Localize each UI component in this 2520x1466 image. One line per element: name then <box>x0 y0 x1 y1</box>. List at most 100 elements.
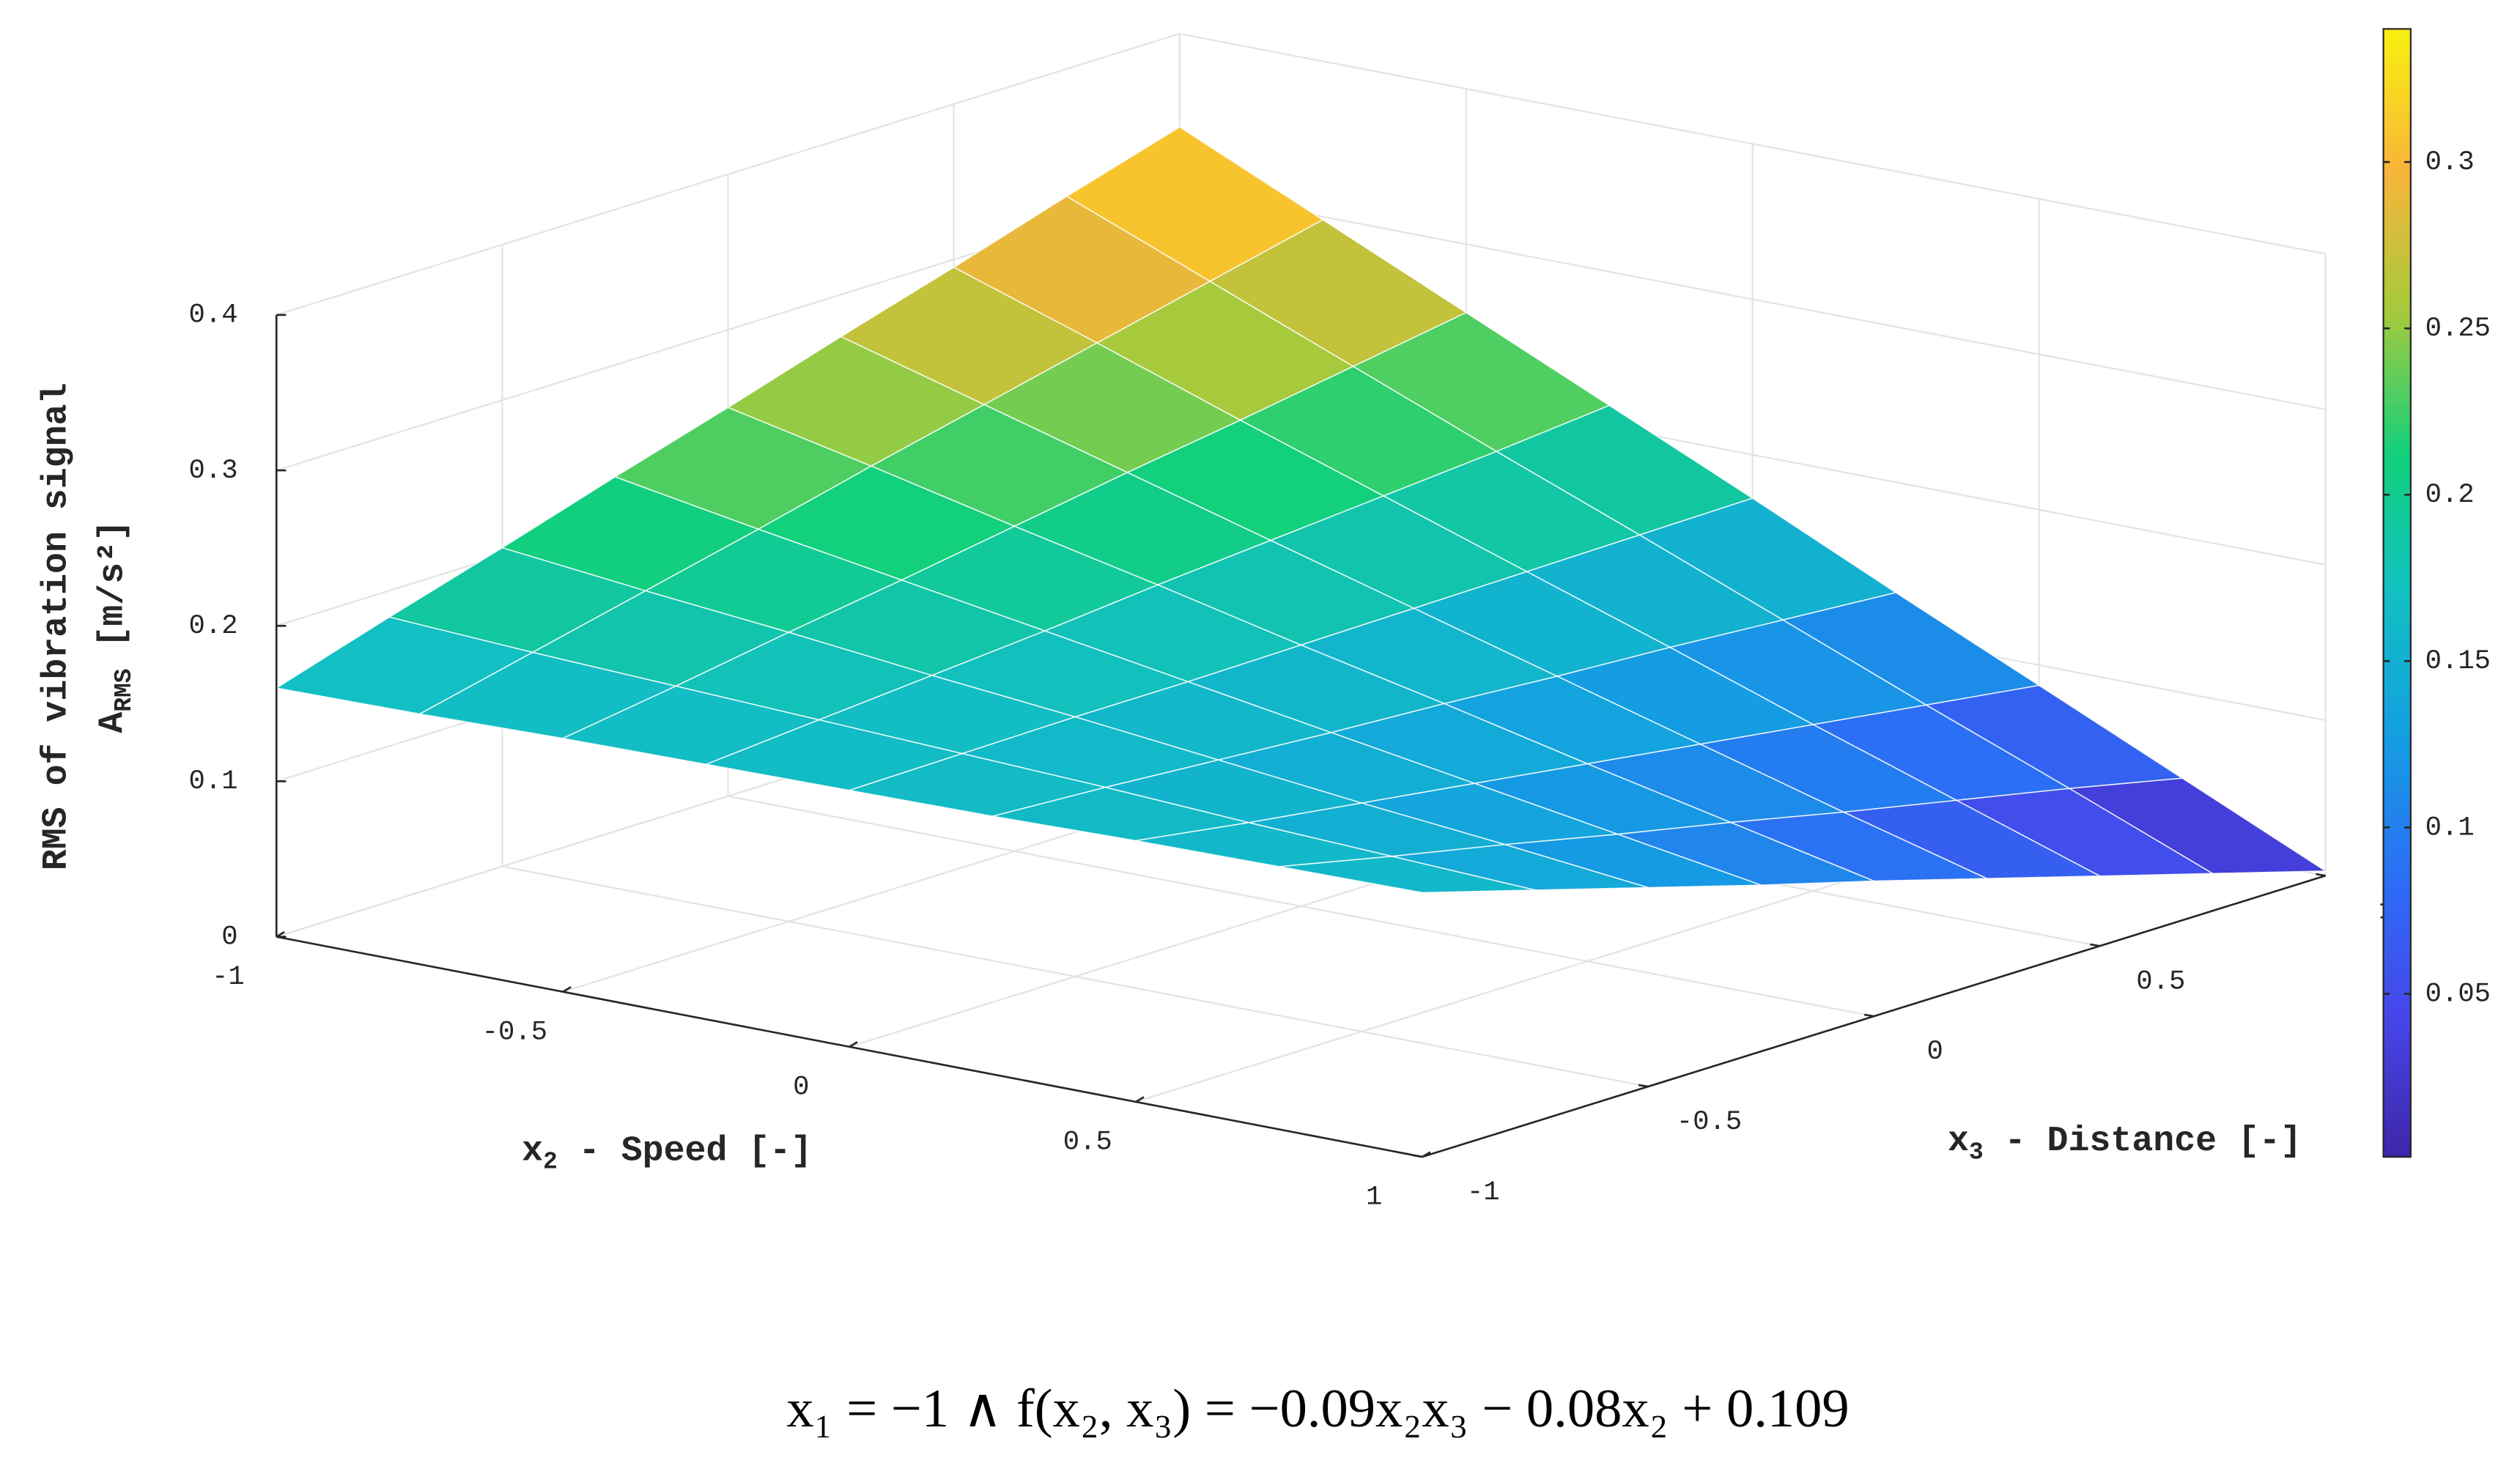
y-tick-label: 0 <box>1926 1037 1943 1067</box>
axes: 00.10.20.30.4-1-0.500.51-1-0.500.51 <box>189 300 2395 1213</box>
colorbar-band <box>2383 235 2411 246</box>
colorbar-band <box>2383 1128 2411 1139</box>
colorbar-band <box>2383 602 2411 613</box>
colorbar-band <box>2383 226 2411 237</box>
colorbar-tick-label: 0.05 <box>2425 979 2491 1010</box>
colorbar-band <box>2383 75 2411 86</box>
colorbar-band <box>2383 498 2411 509</box>
y-tick <box>1863 1013 1874 1018</box>
z-axis-label-line1: RMS of vibration signal <box>37 382 77 870</box>
colorbar-band <box>2383 188 2411 199</box>
colorbar-band <box>2383 649 2411 660</box>
colorbar-band <box>2383 301 2411 312</box>
colorbar-band <box>2383 846 2411 857</box>
colorbar-band <box>2383 489 2411 500</box>
z-tick-label: 0.3 <box>189 456 238 486</box>
colorbar-band <box>2383 903 2411 914</box>
colorbar-band <box>2383 574 2411 585</box>
colorbar-band <box>2383 667 2411 678</box>
colorbar-band <box>2383 338 2411 349</box>
colorbar-band <box>2383 433 2411 444</box>
colorbar-band <box>2383 160 2411 171</box>
colorbar: 0.05 0.1 0.15 0.2 0.25 0.3 <box>2382 28 2491 1158</box>
y-tick <box>1412 1154 1423 1158</box>
x-tick <box>849 1041 858 1048</box>
colorbar-band <box>2383 969 2411 980</box>
colorbar-band <box>2383 790 2411 801</box>
colorbar-band <box>2383 1091 2411 1102</box>
colorbar-band <box>2383 677 2411 688</box>
y-label-base: x <box>1948 1122 1969 1161</box>
x-tick-label: 0.5 <box>1063 1128 1112 1158</box>
colorbar-band <box>2383 470 2411 481</box>
colorbar-band <box>2383 1025 2411 1036</box>
colorbar-band <box>2383 254 2411 265</box>
colorbar-band <box>2383 659 2411 669</box>
colorbar-band <box>2383 113 2411 124</box>
colorbar-band <box>2383 865 2411 876</box>
z-axis-label-line2: ARMS [m/s²] <box>93 520 137 733</box>
colorbar-band <box>2383 931 2411 942</box>
colorbar-band <box>2383 245 2411 256</box>
colorbar-band <box>2383 66 2411 77</box>
x-axis-label: x2 - Speed [-] <box>522 1131 812 1175</box>
grid-line <box>1179 32 2326 255</box>
colorbar-band <box>2383 451 2411 462</box>
colorbar-band <box>2383 48 2411 59</box>
colorbar-band <box>2383 311 2411 322</box>
colorbar-band <box>2383 29 2411 40</box>
x-tick-label: 1 <box>1366 1182 1382 1213</box>
colorbar-band <box>2383 404 2411 415</box>
colorbar-band <box>2383 809 2411 820</box>
colorbar-band <box>2383 780 2411 791</box>
grid-line <box>276 33 1180 316</box>
x-tick-label: -1 <box>212 962 245 993</box>
colorbar-band <box>2383 959 2411 970</box>
z-label-base: A <box>93 712 133 733</box>
colorbar-band <box>2383 141 2411 152</box>
y-tick <box>1638 1084 1649 1088</box>
colorbar-band <box>2383 292 2411 303</box>
x-tick-label: 0 <box>793 1072 809 1103</box>
colorbar-band <box>2383 442 2411 453</box>
colorbar-band <box>2383 1006 2411 1017</box>
colorbar-band <box>2383 884 2411 895</box>
colorbar-band <box>2383 733 2411 744</box>
x-tick <box>1135 1096 1145 1103</box>
colorbar-band <box>2383 423 2411 434</box>
colorbar-band <box>2383 922 2411 933</box>
colorbar-band <box>2383 395 2411 406</box>
colorbar-band <box>2383 1062 2411 1073</box>
colorbar-band <box>2383 207 2411 218</box>
colorbar-band <box>2383 282 2411 293</box>
colorbar-band <box>2383 461 2411 472</box>
colorbar-band <box>2383 348 2411 359</box>
y-tick-label: -0.5 <box>1677 1107 1742 1138</box>
colorbar-band <box>2383 198 2411 209</box>
colorbar-band <box>2383 377 2411 388</box>
colorbar-band <box>2383 358 2411 369</box>
colorbar-band <box>2383 686 2411 697</box>
colorbar-band <box>2383 1119 2411 1130</box>
colorbar-band <box>2383 1147 2411 1158</box>
z-tick-label: 0.1 <box>189 766 238 797</box>
colorbar-band <box>2383 743 2411 754</box>
colorbar-band <box>2383 132 2411 143</box>
y-tick <box>2316 873 2326 877</box>
x-tick-label: -0.5 <box>482 1017 547 1048</box>
colorbar-band <box>2383 696 2411 707</box>
colorbar-band <box>2383 752 2411 763</box>
z-label-sub: RMS <box>111 669 138 712</box>
colorbar-band <box>2383 95 2411 105</box>
colorbar-band <box>2383 715 2411 725</box>
colorbar-band <box>2383 1100 2411 1111</box>
colorbar-band <box>2383 988 2411 999</box>
y-tick-label: -1 <box>1467 1177 1500 1208</box>
colorbar-band <box>2383 1034 2411 1045</box>
colorbar-frame <box>2382 28 2412 1158</box>
colorbar-band <box>2383 611 2411 622</box>
colorbar-band <box>2383 104 2411 115</box>
colorbar-band <box>2383 414 2411 425</box>
